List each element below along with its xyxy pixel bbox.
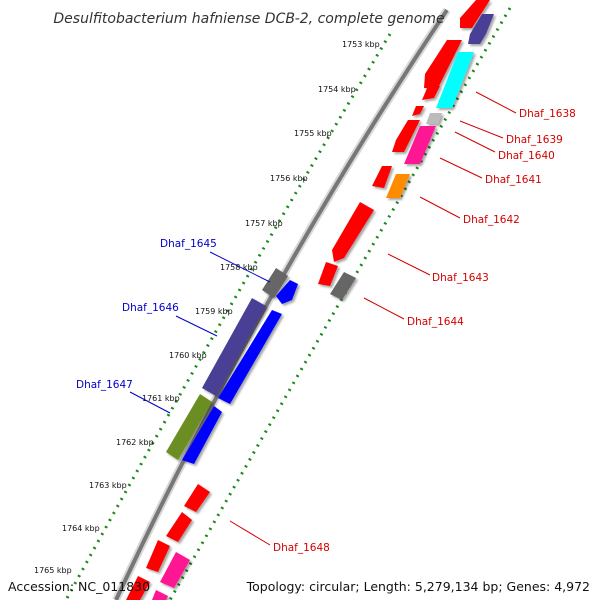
- tick-label: 1765 kbp: [34, 566, 72, 575]
- gene-arrow[interactable]: [422, 86, 440, 100]
- gene-arrow[interactable]: [146, 540, 170, 572]
- tick-scale-line: [64, 33, 392, 600]
- gene-arrow[interactable]: [160, 552, 190, 588]
- tick-label: 1755 kbp: [294, 129, 332, 138]
- gene-label[interactable]: Dhaf_1643: [432, 272, 489, 284]
- gene-arrow[interactable]: [276, 280, 298, 304]
- backbone-line: [114, 8, 449, 600]
- tick-label: 1759 kbp: [195, 307, 233, 316]
- gene-arrow[interactable]: [330, 272, 356, 300]
- gene-arrow[interactable]: [126, 576, 150, 600]
- gene-labels-left: Dhaf_1645 Dhaf_1646 Dhaf_1647: [76, 238, 271, 414]
- gene-arrow[interactable]: [166, 394, 212, 460]
- gene-arrow[interactable]: [372, 166, 392, 188]
- gene-arrow[interactable]: [262, 268, 288, 298]
- leader-line: [209, 251, 271, 283]
- tick-label: 1758 kbp: [220, 263, 258, 272]
- gene-label[interactable]: Dhaf_1644: [407, 316, 464, 328]
- leader-line: [454, 131, 496, 153]
- gene-arrow[interactable]: [184, 484, 210, 512]
- accession-text: Accession: NC_011830: [8, 579, 151, 594]
- gene-arrow[interactable]: [332, 202, 374, 262]
- gene-arrow[interactable]: [318, 262, 338, 286]
- chart-title: Desulfitobacterium hafniense DCB-2, comp…: [53, 11, 444, 27]
- gene-label[interactable]: Dhaf_1648: [273, 542, 330, 554]
- tick-labels: 1753 kbp 1754 kbp 1755 kbp 1756 kbp 1757…: [34, 40, 380, 575]
- gene-arrow[interactable]: [426, 113, 442, 124]
- gene-arrow[interactable]: [424, 40, 462, 88]
- gene-label[interactable]: Dhaf_1647: [76, 379, 133, 391]
- gene-label[interactable]: Dhaf_1642: [463, 214, 520, 226]
- gene-arrow[interactable]: [386, 174, 410, 198]
- gene-arrow[interactable]: [202, 298, 266, 396]
- gene-arrow[interactable]: [166, 512, 192, 542]
- leader-line: [387, 253, 431, 276]
- topology-text: Topology: circular; Length: 5,279,134 bp…: [246, 579, 590, 594]
- gene-arrow[interactable]: [460, 0, 490, 28]
- gene-label[interactable]: Dhaf_1638: [519, 108, 576, 120]
- leader-line: [229, 520, 271, 546]
- tick-label: 1756 kbp: [270, 174, 308, 183]
- gene-arrow[interactable]: [218, 310, 282, 404]
- leader-line: [475, 91, 517, 114]
- gene-arrow[interactable]: [152, 590, 168, 600]
- gene-arrow[interactable]: [404, 126, 436, 164]
- genes-forward: [126, 0, 494, 600]
- tick-label: 1760 kbp: [169, 351, 207, 360]
- tick-label: 1764 kbp: [62, 524, 100, 533]
- tick-label: 1763 kbp: [89, 481, 127, 490]
- gene-label[interactable]: Dhaf_1639: [506, 134, 563, 146]
- gene-label[interactable]: Dhaf_1646: [122, 302, 179, 314]
- leader-line: [419, 196, 461, 219]
- leader-line: [175, 315, 218, 337]
- tick-label: 1757 kbp: [245, 219, 283, 228]
- tick-label: 1762 kbp: [116, 438, 154, 447]
- gene-arrow[interactable]: [392, 120, 420, 152]
- gene-arrow[interactable]: [412, 106, 424, 116]
- gene-arrow[interactable]: [436, 52, 474, 108]
- leader-line: [363, 297, 405, 320]
- gene-label[interactable]: Dhaf_1641: [485, 174, 542, 186]
- leader-line: [459, 120, 504, 139]
- genes-reverse: [166, 268, 298, 464]
- leader-line: [129, 391, 171, 414]
- gene-labels-right: Dhaf_1638 Dhaf_1639 Dhaf_1640 Dhaf_1641 …: [229, 91, 576, 554]
- tick-label: 1753 kbp: [342, 40, 380, 49]
- gene-label[interactable]: Dhaf_1640: [498, 150, 555, 162]
- outer-scale-line: [168, 7, 512, 600]
- gene-arrow[interactable]: [182, 406, 222, 464]
- tick-label: 1761 kbp: [142, 394, 180, 403]
- tick-label: 1754 kbp: [318, 85, 356, 94]
- gene-arrow[interactable]: [468, 14, 494, 44]
- leader-line: [439, 157, 483, 179]
- gene-label[interactable]: Dhaf_1645: [160, 238, 217, 250]
